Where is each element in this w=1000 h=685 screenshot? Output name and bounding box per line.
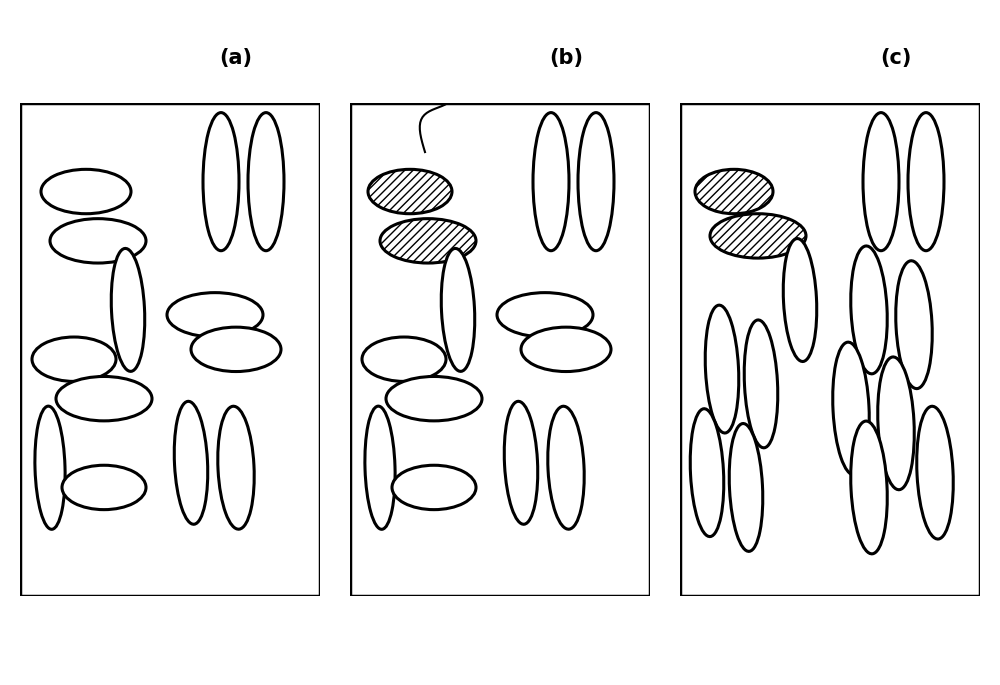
Ellipse shape: [362, 337, 446, 382]
Ellipse shape: [174, 401, 208, 524]
Ellipse shape: [368, 169, 452, 214]
Text: (c): (c): [880, 49, 912, 68]
Ellipse shape: [167, 292, 263, 337]
Ellipse shape: [248, 112, 284, 251]
Ellipse shape: [863, 112, 899, 251]
Ellipse shape: [705, 305, 739, 433]
Ellipse shape: [56, 377, 152, 421]
Ellipse shape: [35, 406, 65, 530]
Ellipse shape: [386, 377, 482, 421]
Ellipse shape: [851, 246, 887, 374]
Ellipse shape: [32, 337, 116, 382]
Ellipse shape: [783, 238, 817, 362]
Ellipse shape: [878, 357, 914, 490]
Ellipse shape: [62, 465, 146, 510]
Ellipse shape: [548, 406, 584, 530]
Ellipse shape: [744, 320, 778, 448]
Text: (b): (b): [549, 49, 583, 68]
Ellipse shape: [690, 409, 724, 536]
Ellipse shape: [710, 214, 806, 258]
Text: (a): (a): [220, 49, 252, 68]
Ellipse shape: [578, 112, 614, 251]
Ellipse shape: [365, 406, 395, 530]
Ellipse shape: [504, 401, 538, 524]
Ellipse shape: [203, 112, 239, 251]
Ellipse shape: [908, 112, 944, 251]
Ellipse shape: [896, 261, 932, 388]
Ellipse shape: [380, 219, 476, 263]
Ellipse shape: [191, 327, 281, 371]
Ellipse shape: [851, 421, 887, 554]
Ellipse shape: [441, 249, 475, 371]
Ellipse shape: [533, 112, 569, 251]
Ellipse shape: [50, 219, 146, 263]
Ellipse shape: [729, 423, 763, 551]
Ellipse shape: [111, 249, 145, 371]
Ellipse shape: [218, 406, 254, 530]
Ellipse shape: [497, 292, 593, 337]
Ellipse shape: [41, 169, 131, 214]
Ellipse shape: [833, 342, 869, 475]
Ellipse shape: [521, 327, 611, 371]
Ellipse shape: [695, 169, 773, 214]
Ellipse shape: [392, 465, 476, 510]
Ellipse shape: [917, 406, 953, 539]
